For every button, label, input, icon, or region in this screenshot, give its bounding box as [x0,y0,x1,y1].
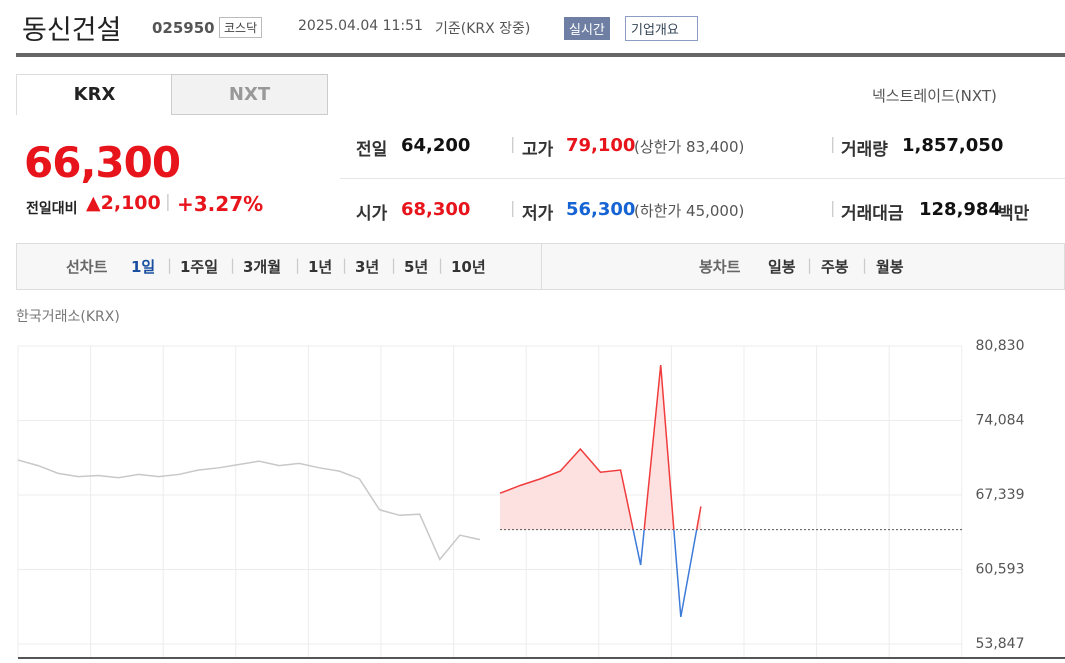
chart-source: 한국거래소(KRX) [16,309,120,325]
line-above [499,365,702,530]
rate: +3.27% [177,192,264,216]
divider: | [830,198,836,217]
divider: | [510,134,516,153]
tab-krx[interactable]: KRX [16,74,173,115]
chart-menu [16,243,1065,290]
stat-label: 거래대금 [841,204,904,224]
divider: | [830,134,836,153]
stock-code: 025950 [152,19,215,37]
market-badge: 코스닥 [219,17,263,38]
y-tick-label: 74,084 [976,413,1025,429]
period-button[interactable]: 1년 [308,258,333,276]
period-button[interactable]: 10년 [451,258,486,276]
period-button[interactable]: 1주일 [180,258,219,276]
stat-value: 1,857,050 [902,135,1004,156]
period-button[interactable]: 1일 [131,258,156,276]
line [17,459,481,561]
company-button[interactable]: 기업개요 [625,16,698,41]
stat-label: 고가 [522,140,554,160]
stat-value: 68,300 [401,199,471,220]
divider: | [807,256,813,274]
stat-value: 128,984 [919,199,1001,220]
menu-divider [541,244,542,289]
stat-label: 거래량 [841,140,888,160]
divider: | [295,256,301,274]
candle-chart-label: 봉차트 [699,258,741,276]
divider: | [230,256,236,274]
change-label: 전일대비 [26,201,78,217]
stock-name: 동신건설 [22,15,122,46]
divider: | [391,256,397,274]
divider: | [510,198,516,217]
y-tick-label: 67,339 [976,487,1025,503]
stat-note: (하한가 45,000) [634,202,745,220]
y-tick-label: 53,847 [976,636,1025,652]
stat-label: 시가 [356,204,388,224]
row-rule [340,178,1065,179]
stat-value: 56,300 [566,199,636,220]
realtime-badge[interactable]: 실시간 [564,17,610,40]
y-tick-label: 60,593 [976,561,1025,577]
period-button[interactable]: 3개월 [243,258,282,276]
stat-label: 전일 [356,140,388,160]
period-button[interactable]: 3년 [355,258,380,276]
stat-value: 79,100 [566,135,636,156]
nxt-link[interactable]: 넥스트레이드(NXT) [872,87,997,105]
header-rule [16,53,1065,57]
change-value: 2,100 [100,192,161,214]
period-button[interactable]: 5년 [404,258,429,276]
change: ▲2,100 [86,192,161,214]
divider: | [862,256,868,274]
price: 66,300 [24,138,181,187]
basis: 기준(KRX 장중) [435,21,531,37]
divider: | [165,192,171,212]
datetime: 2025.04.04 11:51 [298,18,423,34]
y-tick-label: 80,830 [976,338,1025,354]
divider: | [342,256,348,274]
line-chart-label: 선차트 [66,258,108,276]
tab-nxt[interactable]: NXT [171,74,328,115]
stat-unit: 백만 [998,204,1030,224]
stat-value: 64,200 [401,135,471,156]
divider: | [167,256,173,274]
divider: | [438,256,444,274]
area-fill [500,365,701,530]
candle-button[interactable]: 일봉 [768,258,796,276]
candle-button[interactable]: 월봉 [876,258,904,276]
candle-button[interactable]: 주봉 [821,258,849,276]
stat-note: (상한가 83,400) [634,138,745,156]
stat-label: 저가 [522,204,554,224]
